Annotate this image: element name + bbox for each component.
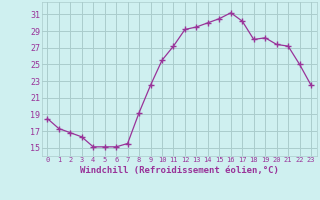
- X-axis label: Windchill (Refroidissement éolien,°C): Windchill (Refroidissement éolien,°C): [80, 166, 279, 175]
